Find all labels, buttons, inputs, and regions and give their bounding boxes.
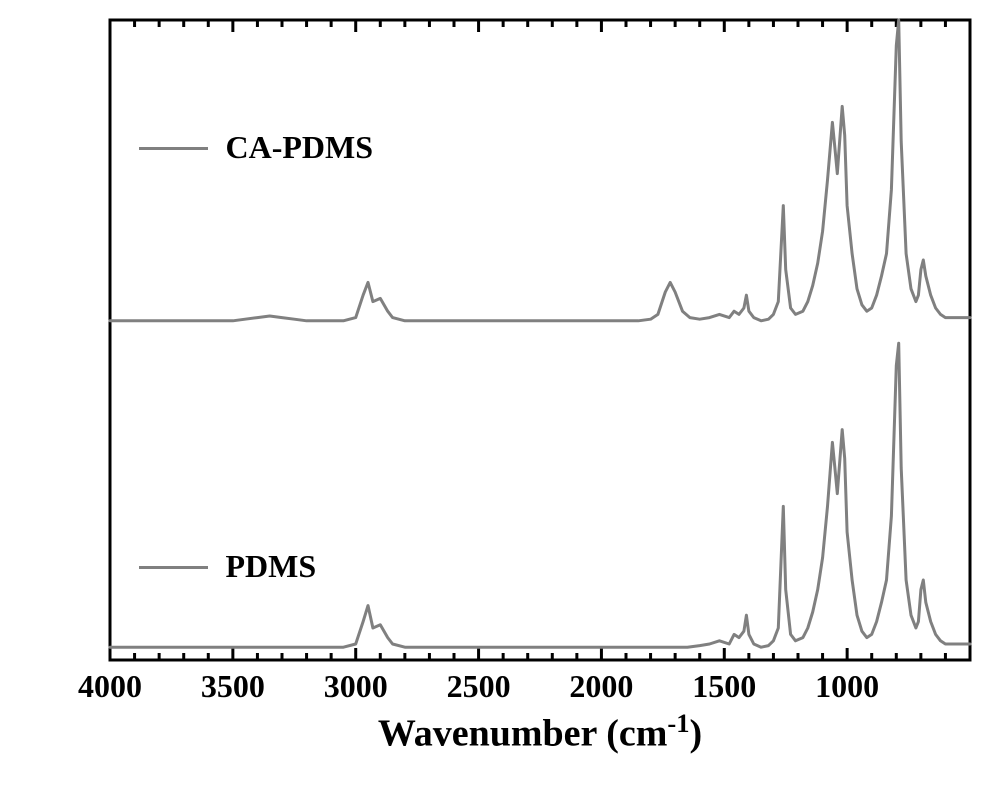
x-tick-label: 3000 bbox=[324, 668, 388, 705]
x-tick-label: 3500 bbox=[201, 668, 265, 705]
x-tick-label: 2000 bbox=[569, 668, 633, 705]
legend-line-PDMS bbox=[139, 566, 208, 569]
series-CA-PDMS bbox=[110, 20, 970, 321]
x-tick-label: 2500 bbox=[447, 668, 511, 705]
legend-line-CA-PDMS bbox=[139, 147, 208, 150]
legend-text-PDMS: PDMS bbox=[225, 548, 316, 585]
legend-text-CA-PDMS: CA-PDMS bbox=[225, 129, 373, 166]
x-tick-label: 1000 bbox=[815, 668, 879, 705]
x-axis-label: Wavenumber (cm-1) bbox=[378, 708, 702, 756]
x-tick-label: 1500 bbox=[692, 668, 756, 705]
series-PDMS bbox=[110, 343, 970, 647]
ftir-spectra-figure: { "canvas": { "width": 1000, "height": 7… bbox=[0, 0, 1000, 793]
x-tick-label: 4000 bbox=[78, 668, 142, 705]
